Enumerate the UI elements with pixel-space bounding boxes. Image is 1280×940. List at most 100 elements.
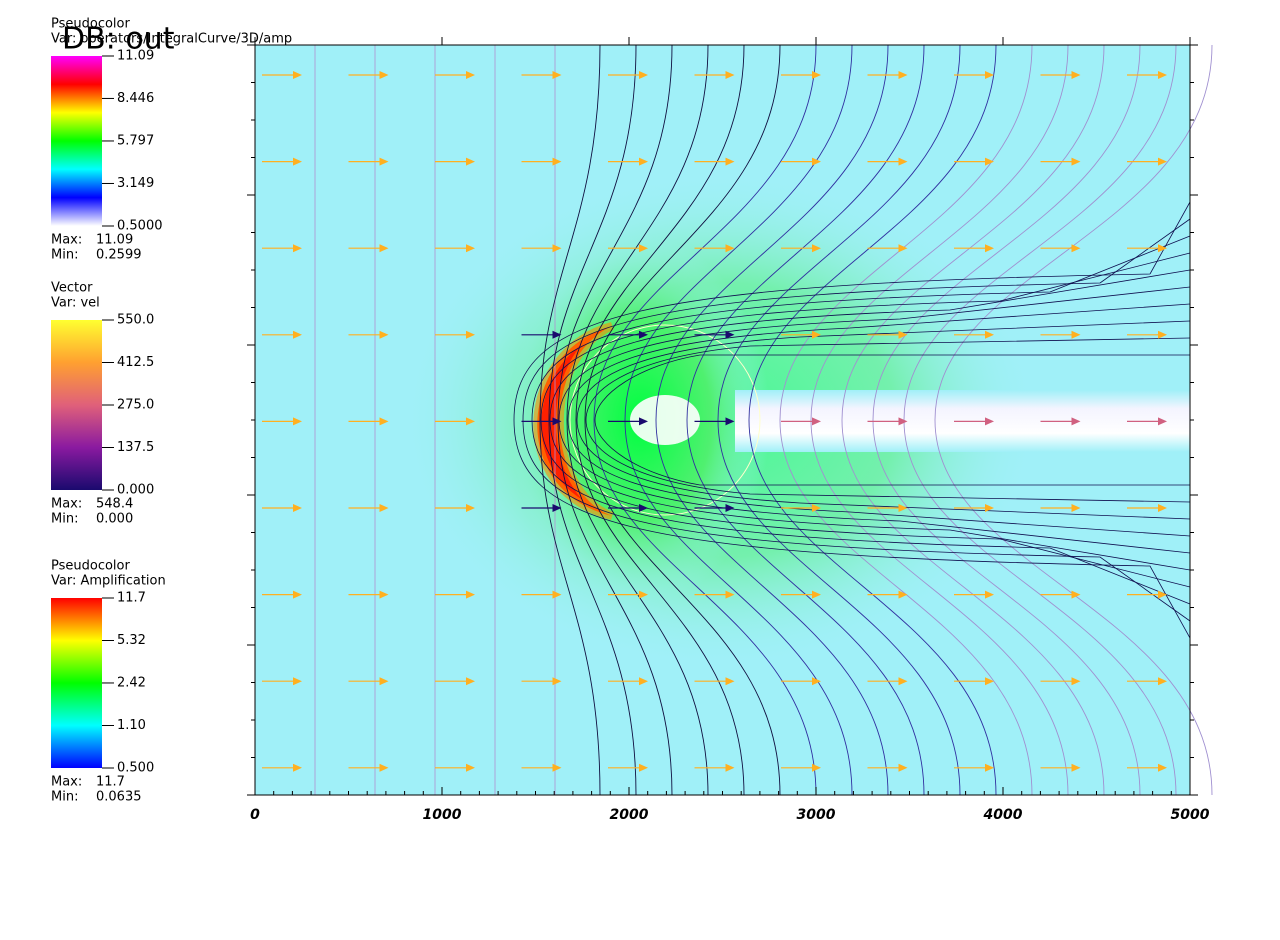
legend-stat-value: 11.09 xyxy=(96,233,133,248)
vector-arrow-head xyxy=(812,330,821,339)
streamline xyxy=(585,337,1191,503)
vector-arrow-head xyxy=(812,677,821,686)
vector-arrow-head xyxy=(898,157,908,166)
streamline xyxy=(872,44,1141,796)
legend-stat-value: 0.2599 xyxy=(96,248,142,263)
legend-tick-label: 412.5 xyxy=(117,355,154,370)
vector-arrow-head xyxy=(1158,590,1167,599)
vector-arrow-head xyxy=(466,677,475,686)
legend-tick-label: 550.0 xyxy=(117,313,154,328)
legend-stat-value: 0.0635 xyxy=(96,790,142,805)
legend-tick-label: 11.7 xyxy=(117,591,146,606)
vector-arrow-head xyxy=(898,504,908,512)
legend-tick-label: 0.000 xyxy=(117,483,154,498)
vector-arrow-head xyxy=(1071,71,1081,79)
vector-arrow-head xyxy=(552,590,562,599)
vector-arrow-head xyxy=(466,590,475,599)
vector-arrow-head xyxy=(379,330,389,339)
vector-arrow-head xyxy=(466,504,475,512)
vector-arrow-head xyxy=(812,244,821,253)
vector-arrow-head xyxy=(639,244,648,253)
legend-tick-label: 5.797 xyxy=(117,133,154,148)
vector-arrow-head xyxy=(812,590,821,599)
vector-arrow-head xyxy=(639,330,648,339)
streamline xyxy=(594,354,1190,486)
vector-arrow-head xyxy=(379,71,389,79)
vector-arrow-head xyxy=(293,763,302,772)
vector-arrow-head xyxy=(725,157,735,166)
db-title: DB: out xyxy=(62,22,175,57)
legend-plot: Vector xyxy=(51,281,93,296)
vector-arrow-head xyxy=(812,417,821,426)
legend-tick-label: 1.10 xyxy=(117,718,146,733)
streamline xyxy=(655,44,889,796)
vector-arrow-head xyxy=(725,504,735,512)
streamline xyxy=(624,44,853,796)
vector-arrow-head xyxy=(985,330,994,339)
legend-tick-label: 0.500 xyxy=(117,761,154,776)
vector-arrow-head xyxy=(725,677,735,686)
vector-arrow-head xyxy=(898,330,908,339)
vector-arrow-head xyxy=(552,677,562,686)
vector-arrow-head xyxy=(985,71,994,79)
streamline xyxy=(567,303,1191,537)
streamline xyxy=(531,235,1191,605)
vector-arrow-head xyxy=(466,71,475,79)
vector-arrow-head xyxy=(985,417,994,426)
vector-arrow-head xyxy=(466,157,475,166)
legend-stat-value: 548.4 xyxy=(96,497,133,512)
vector-arrow-head xyxy=(1071,763,1081,772)
streamline xyxy=(548,44,637,796)
vector-arrow-head xyxy=(293,157,302,166)
streamline xyxy=(539,44,601,796)
vector-arrow-head xyxy=(985,763,994,772)
legend-tick-label: 5.32 xyxy=(117,633,146,648)
field-peak xyxy=(533,322,614,520)
legend-stat-label: Max: xyxy=(51,233,82,248)
vector-arrow-head xyxy=(379,417,389,426)
vector-arrow-head xyxy=(293,71,302,79)
vector-arrow-head xyxy=(639,157,648,166)
y-axis xyxy=(247,44,1198,796)
vector-arrow-head xyxy=(293,244,302,253)
vector-arrow-head xyxy=(985,244,994,253)
vector-arrow-head xyxy=(1158,763,1167,772)
vector-arrow-head xyxy=(812,71,821,79)
vector-arrow-head xyxy=(639,504,648,512)
streamline xyxy=(549,269,1191,571)
vector-arrow-head xyxy=(639,590,648,599)
vector-arrow-head xyxy=(293,677,302,686)
streamline xyxy=(593,44,817,796)
vector-arrow-head xyxy=(1158,244,1167,253)
legend-stat-label: Min: xyxy=(51,248,78,263)
legend-tick-label: 275.0 xyxy=(117,398,154,413)
streamline xyxy=(841,44,1105,796)
vector-arrow-head xyxy=(1158,330,1167,339)
streamline xyxy=(748,44,997,796)
vector-arrow-head xyxy=(552,330,562,339)
field-center xyxy=(630,395,700,445)
streamline xyxy=(566,44,709,796)
vector-arrow-head xyxy=(552,157,562,166)
vector-arrow-head xyxy=(552,244,562,253)
vector-arrow-head xyxy=(379,244,389,253)
vector-arrow-head xyxy=(552,417,562,426)
vector-arrow-head xyxy=(379,763,389,772)
streamline xyxy=(540,252,1191,588)
field xyxy=(255,44,1213,796)
vector-arrow-head xyxy=(1071,590,1081,599)
vector-arrow-head xyxy=(898,763,908,772)
legend-plot: Pseudocolor xyxy=(51,17,130,32)
vector-arrow-head xyxy=(552,763,562,772)
vector-arrow-head xyxy=(725,330,735,339)
vector-arrow-head xyxy=(1071,330,1081,339)
vector-arrow-head xyxy=(293,417,302,426)
vector-arrow-head xyxy=(985,157,994,166)
streamline xyxy=(934,44,1213,796)
vector-arrow-head xyxy=(1071,157,1081,166)
legend-var: Var: Amplification xyxy=(51,574,166,589)
legend-tick-label: 137.5 xyxy=(117,440,154,455)
colorbar xyxy=(51,320,102,490)
vector-arrow-head xyxy=(725,763,735,772)
vector-arrow-head xyxy=(1158,157,1167,166)
